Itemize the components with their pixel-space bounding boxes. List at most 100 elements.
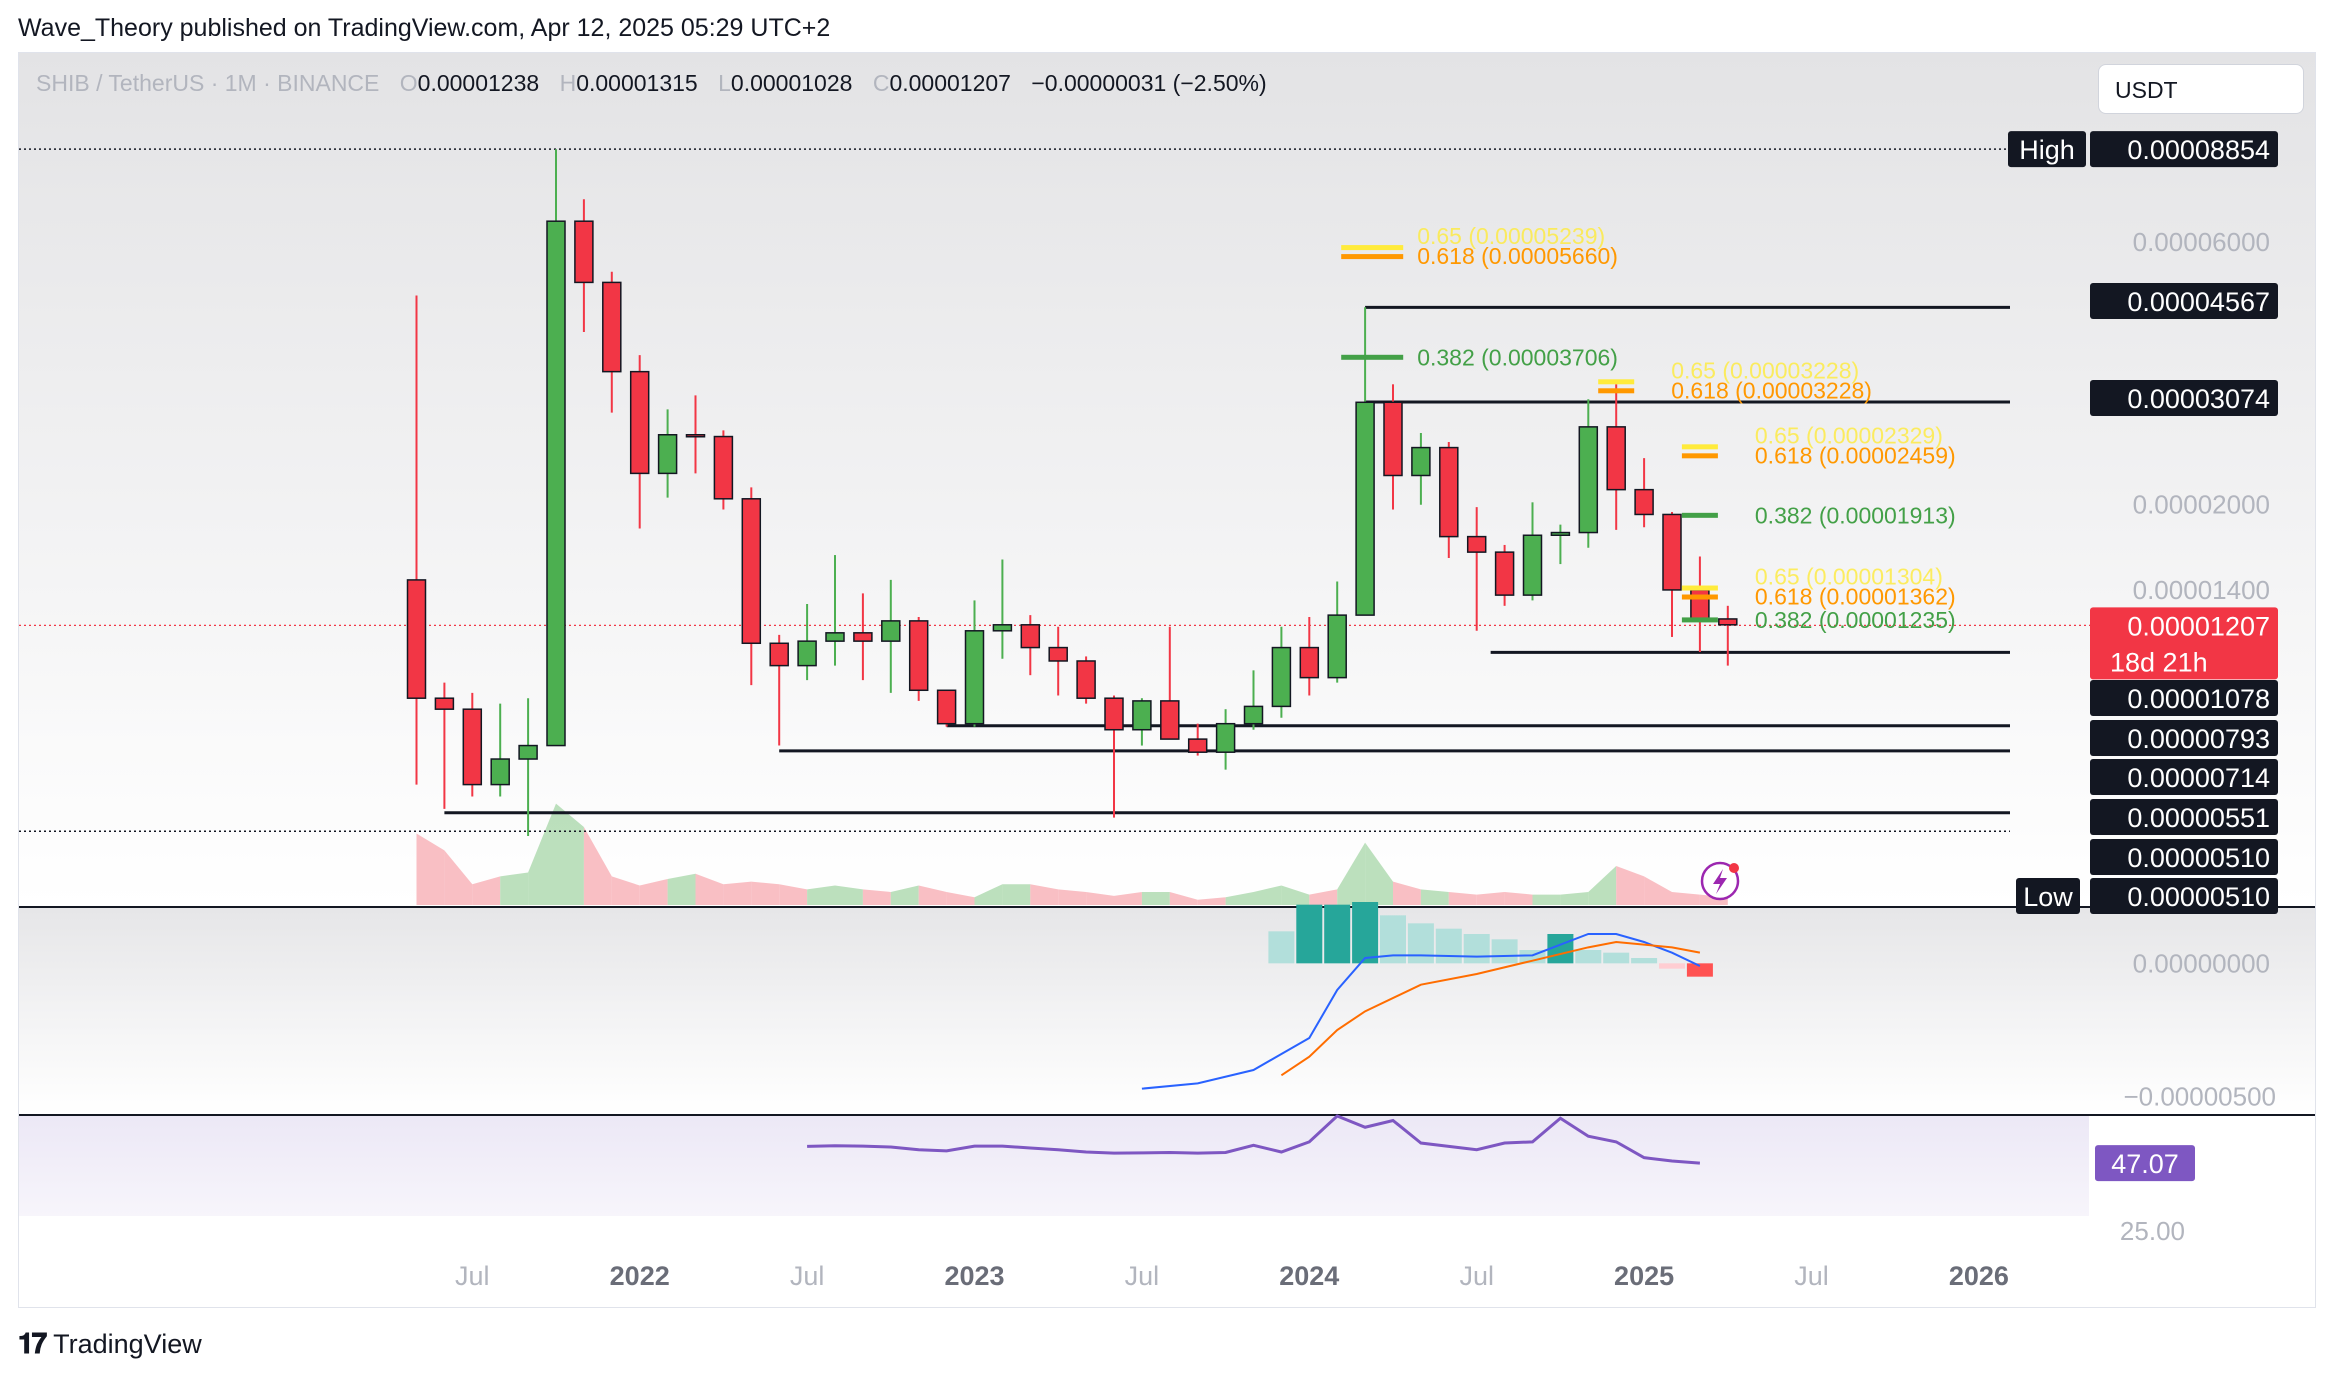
candle-body	[1439, 446, 1459, 538]
volume-area	[1420, 889, 1449, 905]
ohlc-legend: SHIB / TetherUS · 1M · BINANCE O0.000012…	[36, 70, 1267, 97]
candle-body	[1187, 738, 1208, 753]
candle-body	[1383, 401, 1403, 477]
macd-histogram-bar	[1603, 952, 1630, 964]
rsi-line	[807, 1114, 1701, 1165]
axis-layer: 0.00006000 0.00002000 0.00001400 0.00008854…	[455, 131, 2278, 1291]
level-price-tag: 0.00000510	[2090, 839, 2278, 875]
volume-area	[1309, 889, 1338, 905]
candle-body	[936, 689, 957, 725]
macd-histogram-bar	[1407, 923, 1434, 964]
volume-area	[1616, 866, 1645, 905]
fib-label: 0.618 (0.00005660)	[1417, 243, 1618, 269]
fib-ghost-label: 0.65 (0.00005239)	[1417, 223, 1605, 249]
candle-body	[1411, 446, 1431, 477]
level-price-tag: 0.00000714	[2090, 759, 2278, 795]
macd-histogram-bar	[1659, 963, 1685, 969]
candle-body	[1132, 700, 1152, 731]
levels-layer	[19, 148, 2090, 833]
volume-area	[1588, 866, 1617, 905]
price-pane-bg	[19, 53, 2315, 906]
tradingview-footer[interactable]: 𝟏𝟕 TradingView	[18, 1328, 202, 1361]
level-price-tag-text: 0.00003074	[2127, 384, 2270, 414]
level-price-tag-text: 0.00000551	[2127, 803, 2270, 833]
rsi-layer	[807, 1114, 1701, 1165]
candle-body	[881, 620, 901, 642]
volume-area	[1086, 892, 1114, 905]
fib-ghost-label: 0.65 (0.00001304)	[1755, 564, 1943, 590]
time-axis-label: 2024	[1279, 1261, 1339, 1291]
volume-area	[1169, 892, 1198, 905]
volume-area	[1337, 842, 1366, 905]
low-word-label: Low	[2023, 882, 2073, 912]
level-price-tag-box	[2090, 839, 2278, 875]
close-key: C	[872, 70, 890, 96]
low-key: L	[718, 70, 731, 96]
close-value: 0.00001207	[889, 70, 1011, 96]
symbol-label[interactable]: SHIB / TetherUS · 1M · BINANCE	[36, 70, 380, 96]
candle-body	[518, 744, 538, 760]
candle-body	[1104, 697, 1124, 731]
candle-body	[1327, 614, 1347, 679]
fib-ghost-bar	[1681, 585, 1718, 591]
volume-area	[416, 833, 445, 905]
volume-area	[890, 885, 919, 905]
fib-bar	[1681, 594, 1718, 600]
candle-body	[574, 220, 594, 284]
tradingview-logo-icon: 𝟏𝟕	[18, 1328, 47, 1359]
macd-pane-bg	[19, 908, 2315, 1114]
alert-lightning-icon[interactable]	[1700, 861, 1740, 901]
volume-area	[751, 881, 780, 905]
time-axis-label: 2023	[944, 1261, 1004, 1291]
candle-body	[406, 579, 427, 699]
rsi-value-box	[2095, 1145, 2195, 1182]
open-value: 0.00001238	[417, 70, 540, 96]
currency-selector[interactable]: USDT	[2098, 64, 2304, 114]
volume-area	[918, 885, 947, 905]
high-value: 0.00001315	[576, 70, 698, 96]
high-price-tag-text: 0.00008854	[2127, 135, 2270, 165]
macd-histogram-bar	[1435, 928, 1462, 964]
price-axis-label: 0.00001400	[2133, 575, 2270, 605]
fib-layer: 0.65 (0.00005239)0.618 (0.00005660) 0.382…	[1341, 223, 1956, 633]
fib-ghost-bar	[1681, 444, 1718, 450]
level-price-tag-box	[2090, 759, 2278, 795]
volume-layer	[416, 803, 1728, 905]
candle-body	[1494, 551, 1515, 596]
level-price-tag: 0.00003074	[2090, 380, 2278, 416]
candle-body	[1550, 531, 1571, 537]
candle-body	[685, 434, 706, 438]
rsi-axis-label: 25.00	[2120, 1216, 2185, 1246]
macd-histogram-bar	[1686, 963, 1713, 977]
time-axis-label: Jul	[455, 1261, 490, 1291]
low-price-tag-box	[2090, 878, 2278, 914]
candle-body	[769, 642, 789, 667]
rsi-value-text: 47.07	[2111, 1149, 2179, 1179]
candle-body	[1020, 624, 1041, 649]
candle-body	[964, 630, 985, 725]
candle-body	[797, 640, 817, 667]
time-axis-label: 2022	[610, 1261, 670, 1291]
volume-area	[862, 889, 891, 905]
time-axis-label: Jul	[1459, 1261, 1494, 1291]
level-price-tag: 0.00000551	[2090, 799, 2278, 835]
open-key: O	[399, 70, 418, 96]
volume-area	[1365, 842, 1393, 905]
price-axis-label: 0.00002000	[2133, 490, 2270, 520]
high-price-tag-box	[2090, 131, 2278, 168]
candle-body	[602, 281, 622, 373]
countdown-text: 18d 21h	[2110, 647, 2208, 677]
price-axis-label: 0.00006000	[2133, 227, 2270, 257]
candle-body	[1048, 646, 1068, 662]
candle-body	[657, 434, 678, 475]
candle-body	[1606, 426, 1626, 491]
candle-body	[1160, 700, 1180, 740]
macd-histogram-bar	[1296, 904, 1323, 964]
macd-axis-label: −0.00000500	[2123, 1082, 2276, 1112]
low-value: 0.00001028	[730, 70, 853, 96]
volume-area	[667, 873, 696, 905]
volume-area	[444, 850, 473, 905]
volume-area	[1476, 892, 1505, 905]
published-line: Wave_Theory published on TradingView.com…	[18, 14, 831, 42]
